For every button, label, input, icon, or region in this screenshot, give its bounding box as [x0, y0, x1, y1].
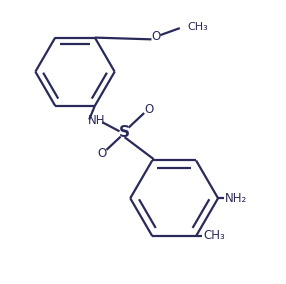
Text: O: O	[151, 30, 160, 43]
Text: NH₂: NH₂	[225, 192, 247, 205]
Text: NH: NH	[88, 114, 105, 128]
Text: CH₃: CH₃	[203, 229, 225, 243]
Text: CH₃: CH₃	[187, 22, 208, 32]
Text: O: O	[144, 103, 153, 116]
Text: S: S	[119, 125, 130, 140]
Text: O: O	[97, 147, 107, 160]
